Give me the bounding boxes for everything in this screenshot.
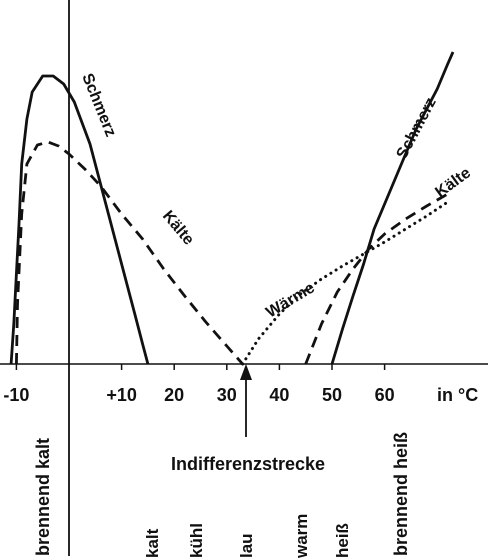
- tick-label: +10: [106, 385, 137, 405]
- curve-schmerz-hot: [330, 51, 455, 365]
- tick-label: 20: [164, 385, 184, 405]
- sensation-lau: lau: [237, 533, 256, 558]
- tick-label: 30: [217, 385, 237, 405]
- curve-schmerz-cold: [9, 74, 150, 365]
- ticks-layer: -10 +10 20 30 40 50 60: [3, 364, 395, 405]
- tick-label: 40: [269, 385, 289, 405]
- indifference-arrow-head: [240, 364, 252, 380]
- curve-kaelte-cold: [15, 140, 244, 365]
- curve-waerme: [241, 200, 450, 366]
- sensation-kalt: kalt: [143, 528, 162, 558]
- tick-label: 50: [322, 385, 342, 405]
- kaelte-cold-label: Kälte: [159, 208, 197, 249]
- waerme-label: Wärme: [263, 279, 318, 321]
- tick-label: 60: [375, 385, 395, 405]
- unit-label: in °C: [437, 385, 478, 405]
- curves-layer: [9, 51, 455, 366]
- sensation-brennend-kalt: brennend kalt: [33, 438, 53, 556]
- sensation-kuehl: kühl: [187, 523, 206, 558]
- kaelte-hot-label: Kälte: [432, 164, 474, 201]
- schmerz-hot-label: Schmerz: [394, 95, 440, 162]
- tick-label: -10: [3, 385, 29, 405]
- indifference-label: Indifferenzstrecke: [171, 454, 325, 474]
- sensation-brennend-heiss: brennend heiß: [391, 432, 411, 556]
- sensation-heiss: heiß: [333, 523, 352, 558]
- sensation-warm: warm: [292, 514, 311, 559]
